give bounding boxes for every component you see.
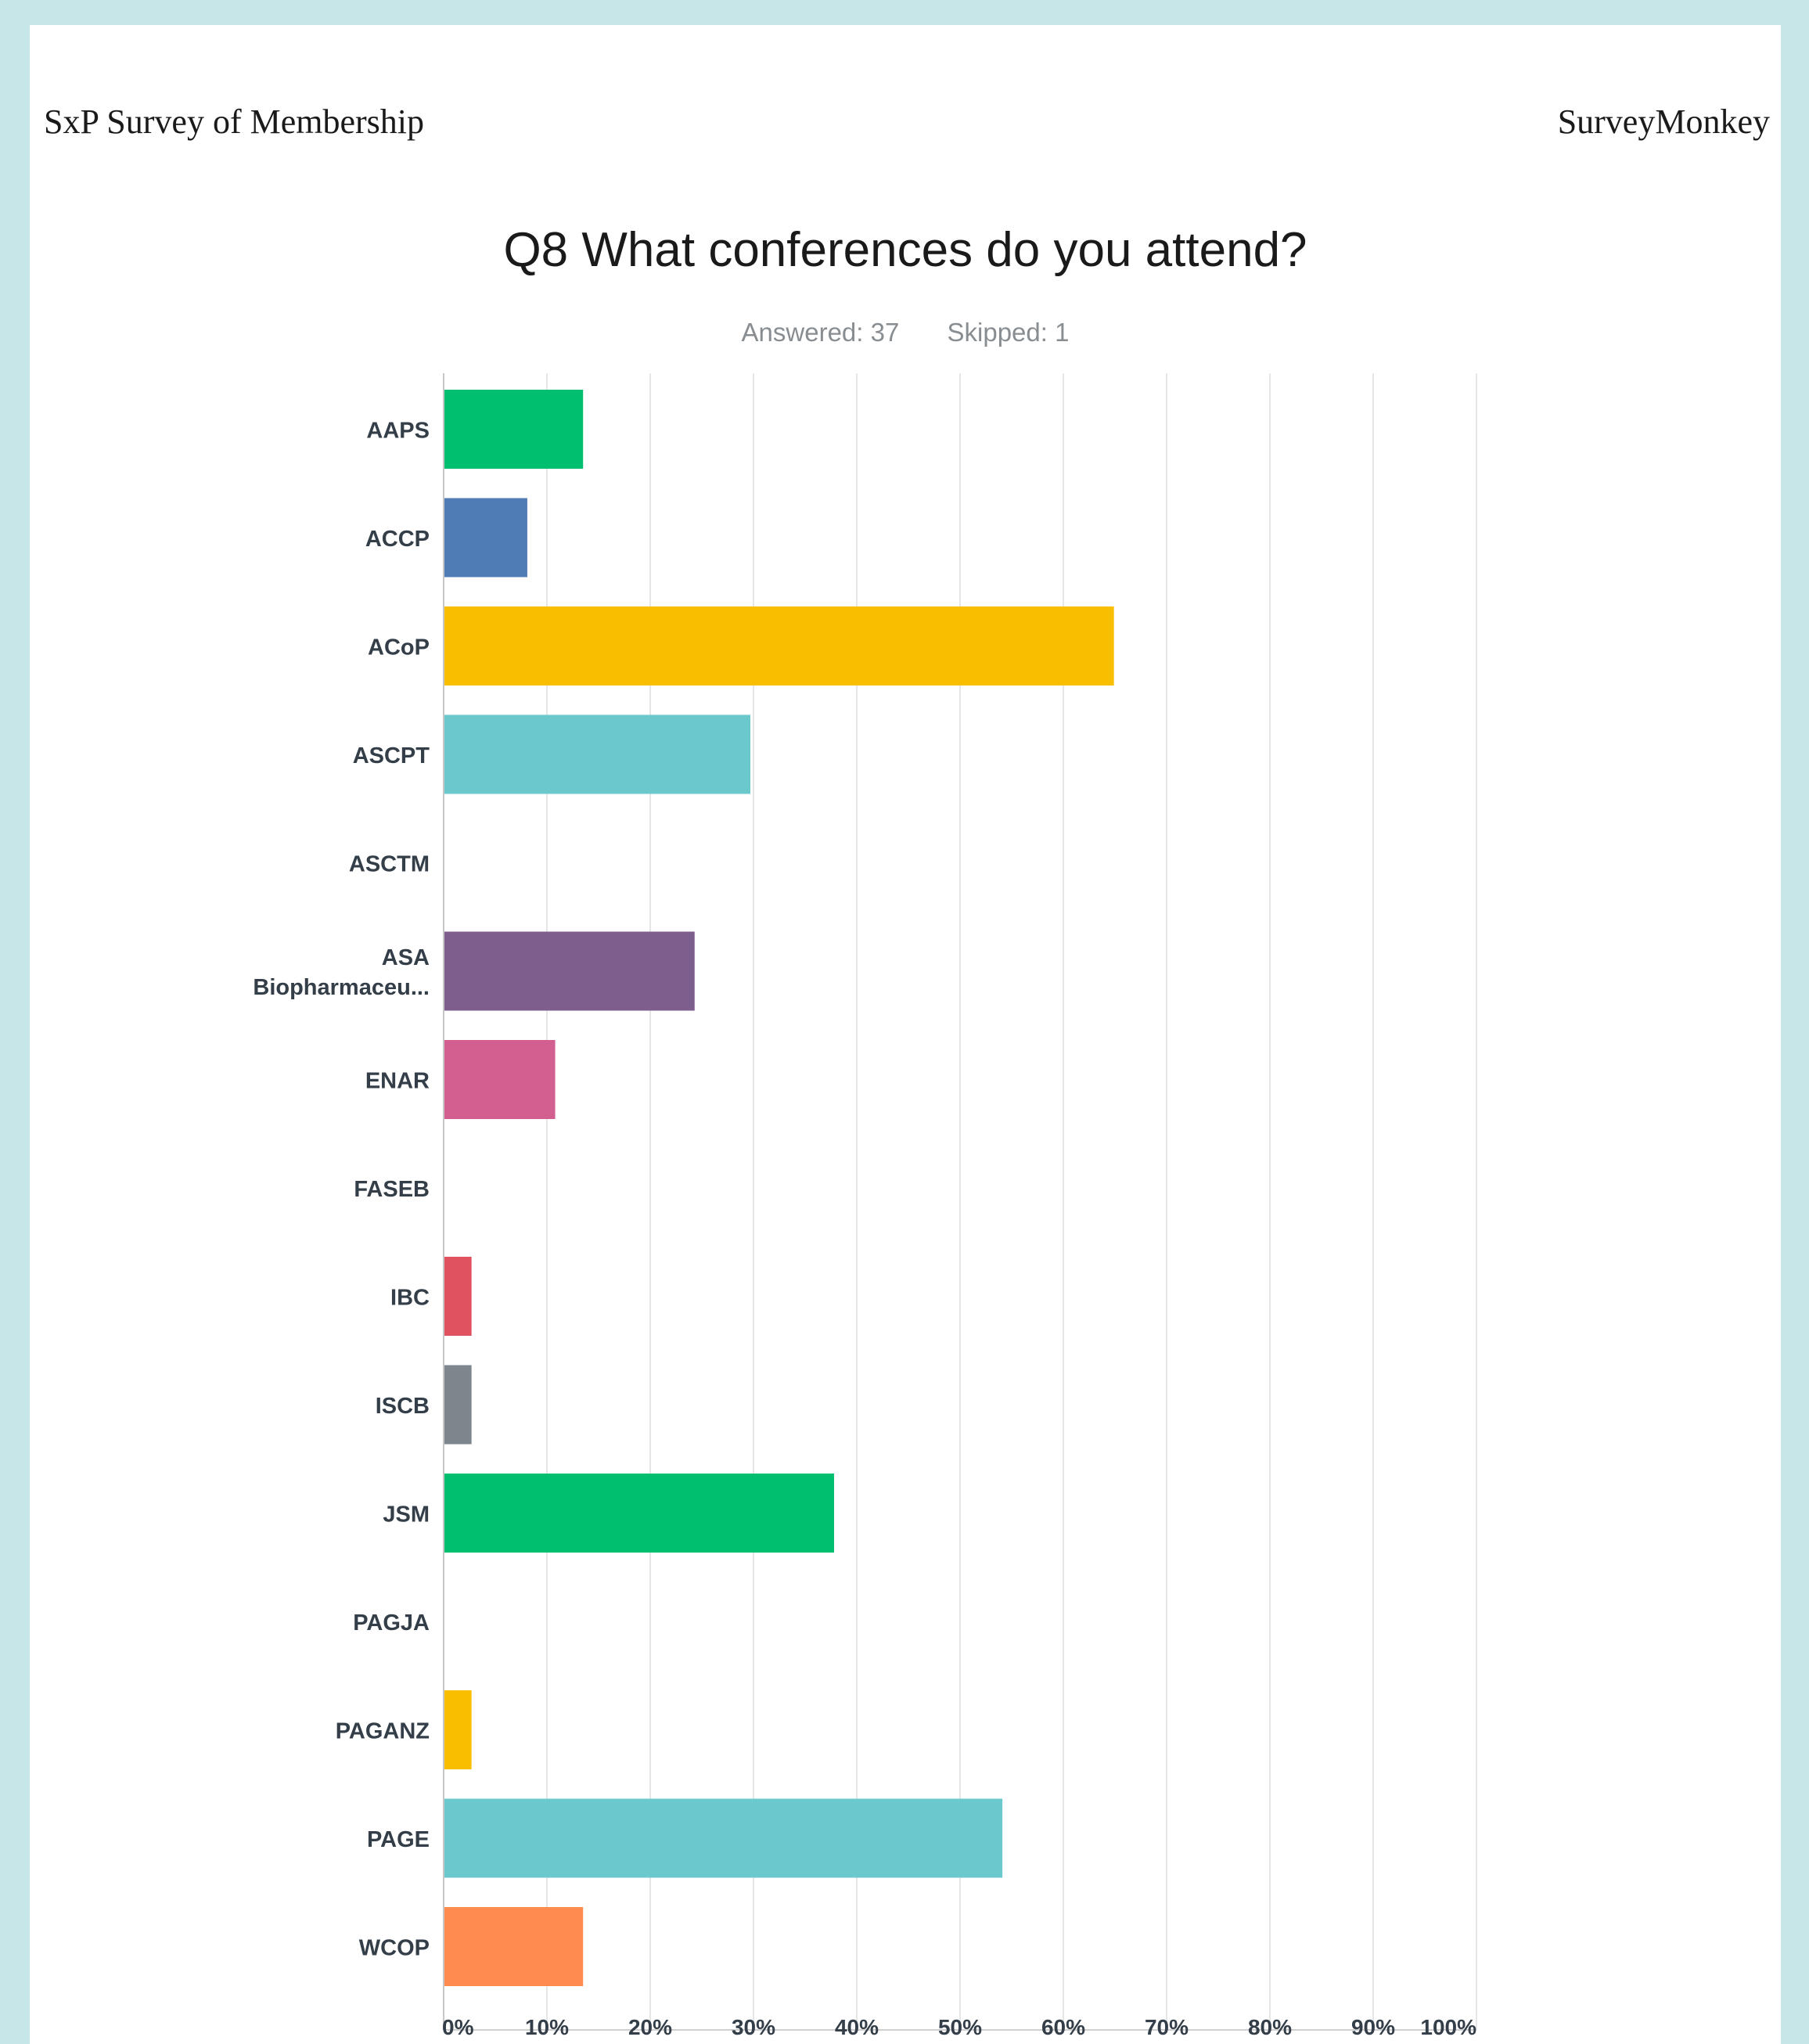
bar [444, 931, 695, 1011]
x-tick-label: 30% [732, 2015, 775, 2039]
category-label: ASA [382, 945, 430, 970]
x-tick-label: 50% [938, 2015, 982, 2039]
x-tick-label: 80% [1248, 2015, 1292, 2039]
category-label: PAGJA [353, 1610, 430, 1636]
category-label: ACoP [368, 635, 430, 660]
category-label: JSM [383, 1502, 430, 1528]
category-label: ACCP [365, 527, 430, 552]
bar [444, 1798, 1003, 1878]
category-label: WCOP [359, 1936, 430, 1961]
bar [444, 1690, 472, 1769]
brand-name: SurveyMonkey [1557, 103, 1770, 141]
category-label: IBC [390, 1286, 430, 1311]
report-page: SxP Survey of Membership SurveyMonkey Q8… [30, 25, 1781, 2044]
bar-chart: AAPS ACCP ACoP ASCPT ASCTM ASA Biopharmaceu...… [253, 373, 1477, 2039]
x-tick-label: 60% [1041, 2015, 1085, 2039]
x-tick-label: 20% [628, 2015, 672, 2039]
response-stats: Answered: 37 Skipped: 1 [30, 318, 1781, 347]
bar [444, 1257, 472, 1336]
bar [444, 1907, 584, 1986]
category-label: FASEB [354, 1177, 430, 1202]
answered-count: Answered: 37 [741, 318, 900, 347]
category-label: ENAR [365, 1069, 430, 1094]
bar [444, 1040, 556, 1119]
x-tick-label: 0% [442, 2015, 474, 2039]
category-label: AAPS [366, 419, 430, 444]
category-label: Biopharmaceu... [253, 975, 430, 1000]
category-label: ASCTM [349, 852, 430, 877]
category-label: PAGE [367, 1827, 430, 1852]
x-tick-label: 100% [1420, 2015, 1476, 2039]
skipped-count: Skipped: 1 [947, 318, 1070, 347]
question-title: Q8 What conferences do you attend? [503, 223, 1307, 277]
category-label: ASCPT [353, 743, 430, 768]
bar [444, 606, 1114, 686]
bar [444, 1474, 834, 1553]
x-tick-label: 70% [1145, 2015, 1189, 2039]
bar [444, 714, 751, 794]
x-tick-label: 90% [1351, 2015, 1395, 2039]
category-label: ISCB [376, 1394, 430, 1419]
x-tick-label: 40% [835, 2015, 879, 2039]
x-tick-label: 10% [525, 2015, 569, 2039]
survey-title: SxP Survey of Membership [44, 103, 425, 141]
bar [444, 390, 584, 469]
category-label: PAGANZ [336, 1719, 430, 1744]
bar [444, 1365, 472, 1445]
bar [444, 498, 527, 578]
